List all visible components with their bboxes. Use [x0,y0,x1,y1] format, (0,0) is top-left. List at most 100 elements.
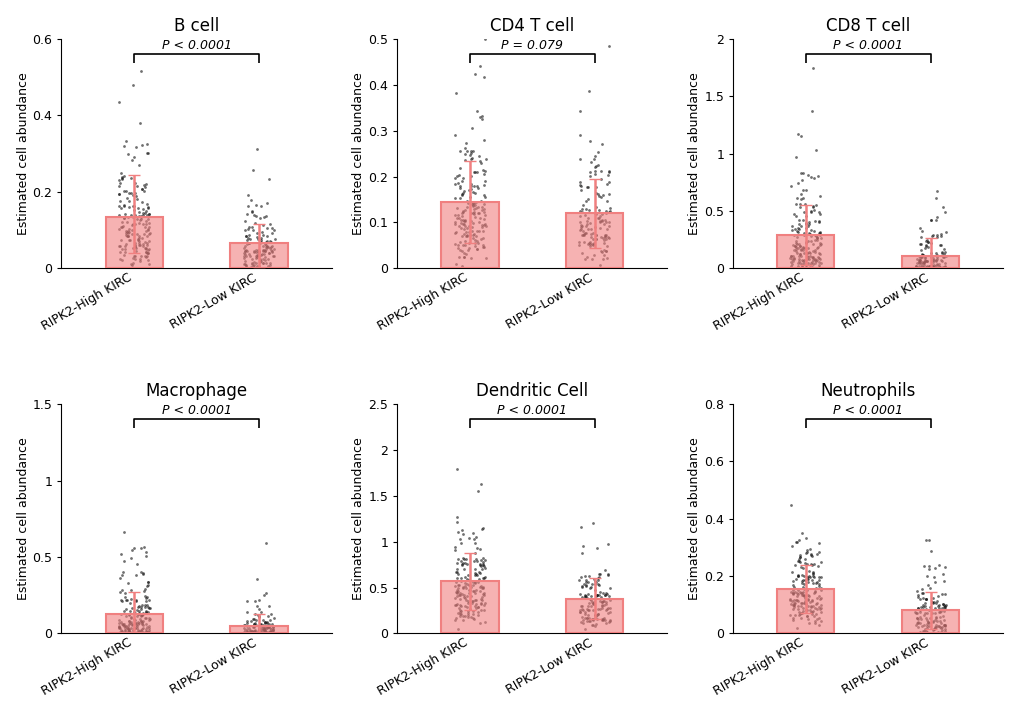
Point [784,596,800,607]
Point [137,237,153,248]
Point [240,248,257,260]
Point [923,262,940,274]
Point [464,598,480,609]
Point [936,621,953,632]
Bar [441,581,498,633]
Point [139,230,155,242]
Bar [230,626,287,633]
Point [920,260,936,271]
Point [786,597,802,608]
Point [467,563,483,575]
Point [922,596,938,608]
Point [459,590,475,601]
Point [914,593,930,604]
Point [260,610,276,621]
Point [802,558,818,570]
Point [810,612,826,623]
Point [923,616,940,628]
Point [136,586,152,597]
Point [460,569,476,581]
Point [450,603,467,614]
Point [449,553,466,565]
Point [135,238,151,250]
Point [916,623,932,634]
Point [578,576,594,587]
Point [588,576,604,588]
Point [122,628,139,639]
Point [142,602,158,613]
Point [935,257,952,269]
Point [578,613,594,624]
Point [808,255,824,266]
Point [576,228,592,240]
Point [805,204,821,215]
Point [116,618,132,629]
Point [793,607,809,618]
Point [596,589,612,601]
Point [789,238,805,250]
Point [908,253,924,265]
Point [473,592,489,603]
Point [811,593,827,604]
Point [244,257,260,268]
Point [783,251,799,262]
Point [114,626,130,637]
Point [800,247,816,258]
Point [790,553,806,565]
Point [261,627,277,638]
Point [131,253,148,265]
Point [132,542,149,553]
Point [468,531,484,543]
Point [812,584,828,596]
Point [469,556,485,567]
Point [593,246,609,257]
Point [573,581,589,592]
Point [450,251,467,262]
Bar [901,256,958,268]
Point [936,619,953,631]
Point [251,245,267,257]
Point [784,587,800,598]
Point [810,206,826,217]
Point [237,230,254,242]
Point [917,235,933,247]
Point [255,628,271,639]
Point [585,239,601,250]
Point [585,615,601,626]
Point [255,262,271,274]
Point [252,237,268,248]
Point [469,167,485,178]
Point [474,222,490,233]
Point [811,229,827,240]
Point [792,244,808,255]
Point [790,224,806,235]
Point [237,260,254,271]
Point [577,227,593,238]
Point [244,628,260,639]
Point [131,605,148,616]
Point [259,222,275,234]
Point [596,596,612,607]
Point [797,218,813,230]
Point [475,232,491,243]
Point [572,106,588,117]
Point [472,598,488,609]
Point [126,622,143,633]
Point [252,626,268,637]
Text: P < 0.0001: P < 0.0001 [161,404,231,417]
Point [458,249,474,260]
Point [795,184,811,196]
Point [238,245,255,257]
Point [454,219,471,230]
Point [601,606,618,618]
Point [588,609,604,621]
Point [264,618,280,630]
Point [446,544,463,556]
Point [122,622,139,633]
Point [784,254,800,265]
Point [259,628,275,639]
Point [583,238,599,250]
Point [262,627,278,638]
Point [600,189,616,200]
Point [932,622,949,633]
